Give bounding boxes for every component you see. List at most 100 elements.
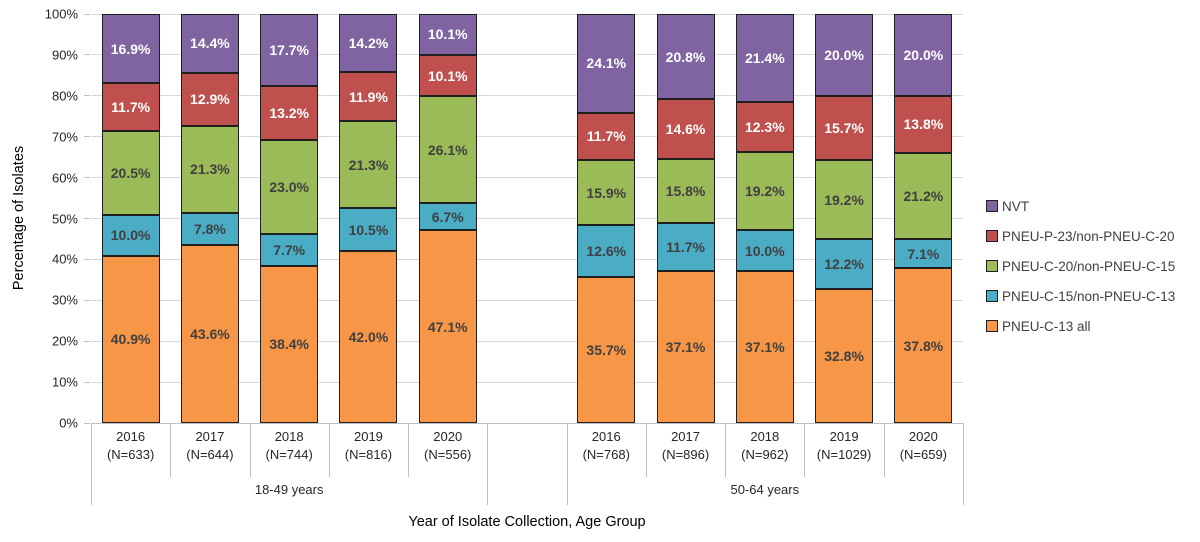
segment-value-label: 19.2%	[824, 191, 864, 208]
year-label: 2017	[671, 429, 700, 444]
bar-segment: 12.2%	[815, 238, 874, 289]
segment-value-label: 15.9%	[586, 184, 627, 201]
y-tick-label: 0%	[59, 415, 78, 431]
segment-value-label: 37.8%	[903, 337, 944, 354]
year-label: 2020	[433, 429, 463, 444]
category-separator	[725, 423, 727, 477]
category-separator	[249, 423, 251, 477]
legend-label: PNEU-C-13 all	[1002, 318, 1091, 334]
bar-segment: 11.9%	[339, 72, 398, 122]
y-tick-mark	[84, 13, 90, 15]
segment-value-label: 17.7%	[269, 42, 310, 59]
segment-value-label: 10.0%	[110, 227, 151, 244]
bar-segment: 6.7%	[418, 202, 477, 231]
year-label: 2017	[195, 429, 225, 444]
y-tick-mark	[84, 177, 90, 179]
bar-segment: 11.7%	[101, 83, 160, 131]
segment-value-label: 13.8%	[903, 116, 944, 133]
bar-segment: 10.5%	[339, 208, 398, 252]
year-label: 2019	[829, 429, 859, 444]
legend-item: PNEU-C-20/non-PNEU-C-15	[986, 258, 1175, 274]
bar-segment: 10.0%	[101, 214, 160, 256]
age-group-label: 50-64 years	[730, 482, 800, 497]
group-separator	[963, 423, 964, 505]
bar-segment: 37.1%	[735, 271, 794, 423]
bar-segment: 15.8%	[656, 158, 715, 224]
grid-line	[91, 136, 963, 138]
category-separator	[883, 423, 885, 477]
segment-value-label: 16.9%	[110, 40, 151, 57]
segment-value-label: 10.0%	[744, 242, 785, 259]
group-separator	[91, 423, 92, 505]
bar-segment: 26.1%	[418, 96, 477, 203]
group-separator	[487, 423, 489, 505]
n-label: (N=896)	[661, 447, 710, 462]
bar-segment: 37.8%	[894, 268, 953, 423]
y-tick-label: 10%	[51, 374, 78, 390]
category-separator	[170, 423, 172, 477]
segment-value-label: 7.7%	[273, 242, 306, 259]
segment-value-label: 11.7%	[586, 128, 626, 145]
segment-value-label: 14.2%	[348, 35, 389, 52]
bar-segment: 12.3%	[735, 101, 794, 152]
group-separator	[566, 423, 568, 505]
segment-value-label: 24.1%	[586, 55, 627, 72]
year-label: 2020	[908, 429, 938, 444]
y-tick-label: 80%	[51, 88, 78, 104]
bar-segment: 21.2%	[894, 152, 953, 240]
y-tick-label: 70%	[51, 129, 78, 145]
bar-segment: 47.1%	[418, 230, 477, 423]
x-axis-baseline	[91, 422, 963, 424]
segment-value-label: 21.4%	[744, 49, 785, 66]
segment-value-label: 14.6%	[665, 120, 706, 137]
y-tick-label: 20%	[51, 333, 78, 349]
y-tick-label: 100%	[44, 6, 78, 22]
legend-item: NVT	[986, 198, 1029, 214]
segment-value-label: 11.7%	[111, 99, 151, 116]
grid-line	[91, 299, 963, 301]
n-label: (N=816)	[344, 447, 393, 462]
x-category-label: 2018 (N=744)	[250, 428, 329, 464]
legend-swatch	[986, 260, 998, 272]
n-label: (N=962)	[741, 447, 789, 462]
n-label: (N=556)	[424, 447, 472, 462]
bar-segment: 16.9%	[101, 14, 160, 84]
y-tick-label: 40%	[51, 251, 78, 267]
segment-value-label: 47.1%	[427, 318, 468, 335]
bar-segment: 35.7%	[577, 276, 636, 423]
year-label: 2018	[274, 429, 304, 444]
segment-value-label: 6.7%	[431, 208, 464, 225]
bar-segment: 24.1%	[577, 14, 636, 113]
bar-segment: 42.0%	[339, 251, 398, 423]
grid-line	[91, 381, 963, 383]
legend-swatch	[986, 230, 998, 242]
segment-value-label: 10.1%	[427, 26, 468, 43]
segment-value-label: 21.2%	[903, 187, 944, 204]
bar-segment: 17.7%	[260, 14, 319, 87]
x-category-label: 2016 (N=768)	[567, 428, 646, 464]
bar-segment: 21.4%	[735, 14, 794, 102]
segment-value-label: 40.9%	[110, 331, 151, 348]
bar-segment: 7.8%	[180, 212, 239, 245]
x-axis-title: Year of Isolate Collection, Age Group	[408, 514, 646, 530]
x-category-label: 2019 (N=816)	[329, 428, 408, 464]
bar-segment: 37.1%	[656, 271, 715, 423]
grid-line	[91, 54, 963, 56]
x-category-label: 2020 (N=659)	[884, 428, 963, 464]
segment-value-label: 21.3%	[190, 161, 230, 178]
y-axis-title: Percentage of Isolates	[11, 145, 27, 291]
n-label: (N=1029)	[816, 447, 872, 462]
segment-value-label: 38.4%	[269, 336, 310, 353]
y-tick-mark	[84, 136, 90, 138]
bar-segment: 15.7%	[815, 96, 874, 161]
segment-value-label: 26.1%	[427, 141, 468, 158]
legend-item: PNEU-C-15/non-PNEU-C-13	[986, 288, 1175, 304]
segment-value-label: 11.9%	[348, 88, 388, 105]
segment-value-label: 23.0%	[269, 179, 310, 196]
bar-segment: 14.4%	[180, 14, 239, 73]
bar-segment: 32.8%	[815, 288, 874, 423]
bar-segment: 21.3%	[180, 125, 239, 213]
y-tick-label: 90%	[51, 47, 78, 63]
legend-label: NVT	[1002, 198, 1029, 214]
grid-line	[91, 218, 963, 219]
